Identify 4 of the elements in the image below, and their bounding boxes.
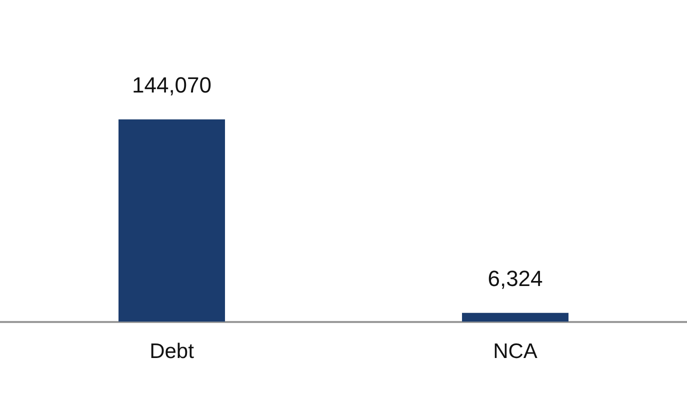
x-tick-label: Debt xyxy=(150,340,194,364)
data-label: 6,324 xyxy=(488,266,543,291)
data-label: 144,070 xyxy=(132,72,212,98)
x-tick-label: NCA xyxy=(493,340,538,364)
